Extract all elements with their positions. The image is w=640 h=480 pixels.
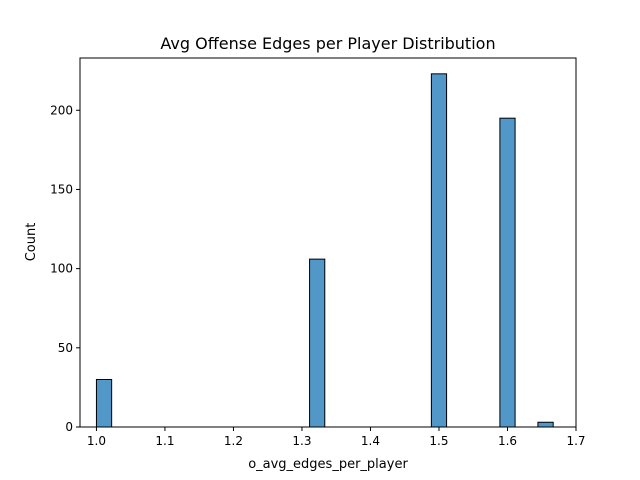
y-tick-label: 100: [50, 262, 73, 276]
x-tick-label: 1.6: [498, 434, 517, 448]
chart-title: Avg Offense Edges per Player Distributio…: [160, 34, 495, 53]
histogram-bar-0: [95, 378, 113, 428]
y-tick-label: 150: [50, 182, 73, 196]
y-axis-ticks: 0 50 100 150 200: [50, 103, 80, 434]
x-tick-label: 1.1: [155, 434, 174, 448]
x-tick-label: 1.0: [87, 434, 106, 448]
x-tick-label: 1.7: [566, 434, 585, 448]
x-tick-label: 1.2: [224, 434, 243, 448]
bars-group: [95, 73, 554, 428]
plot-frame: [79, 57, 577, 428]
y-tick-label: 50: [58, 341, 73, 355]
x-axis-ticks: 1.0 1.1 1.2 1.3 1.4 1.5 1.6 1.7: [87, 427, 586, 448]
histogram-bar-3: [499, 117, 516, 428]
x-tick-label: 1.4: [361, 434, 380, 448]
y-axis-label: Count: [24, 223, 39, 262]
y-tick-label: 200: [50, 103, 73, 117]
histogram-bar-2: [430, 73, 448, 428]
x-axis-label: o_avg_edges_per_player: [248, 457, 408, 472]
y-tick-label: 0: [65, 420, 73, 434]
histogram-bar-1: [309, 258, 326, 428]
x-tick-label: 1.5: [429, 434, 448, 448]
histogram-bar-4: [537, 421, 554, 428]
x-tick-label: 1.3: [292, 434, 311, 448]
